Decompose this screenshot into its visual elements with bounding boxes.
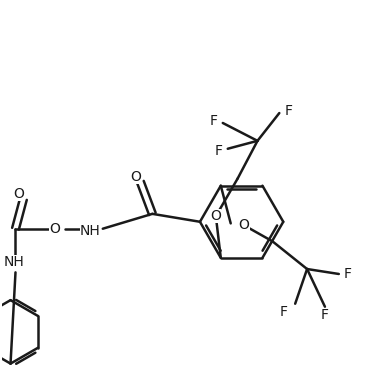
Text: NH: NH: [3, 255, 24, 269]
Text: O: O: [239, 219, 250, 232]
Text: F: F: [344, 267, 352, 281]
Text: O: O: [49, 222, 60, 236]
Text: F: F: [279, 305, 287, 319]
Text: F: F: [215, 144, 223, 158]
Text: NH: NH: [80, 224, 101, 238]
Text: F: F: [284, 104, 292, 118]
Text: F: F: [210, 114, 218, 128]
Text: O: O: [13, 187, 24, 201]
Text: F: F: [321, 308, 329, 322]
Text: O: O: [130, 170, 141, 184]
Text: O: O: [210, 209, 221, 223]
